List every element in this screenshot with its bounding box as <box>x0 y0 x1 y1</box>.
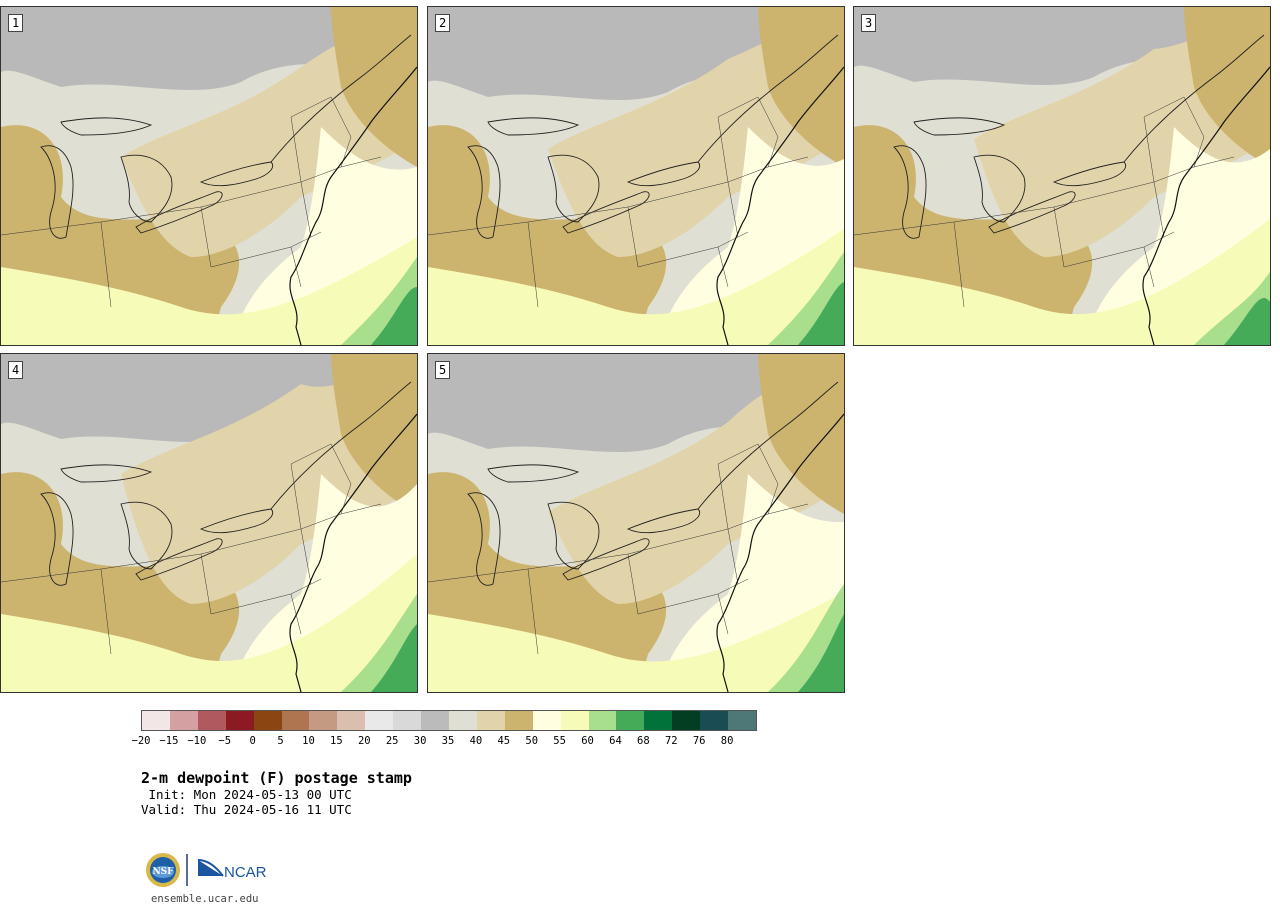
svg-text:NSF: NSF <box>152 867 174 877</box>
colorbar-swatch <box>476 711 505 730</box>
dewpoint-map <box>854 7 1270 345</box>
colorbar-swatch <box>393 711 422 730</box>
colorbar-swatch <box>169 711 198 730</box>
colorbar-tick-label: −15 <box>159 735 179 747</box>
colorbar-tick-label: 25 <box>385 735 399 747</box>
colorbar-tick-label: 80 <box>720 735 734 747</box>
colorbar-swatch <box>560 711 589 730</box>
dewpoint-map <box>428 354 844 692</box>
panel-number-label: 4 <box>8 361 24 379</box>
colorbar-swatch <box>700 711 729 730</box>
dewpoint-map <box>428 7 844 345</box>
chart-title: 2-m dewpoint (F) postage stamp <box>141 769 412 787</box>
colorbar-tick-label: 15 <box>330 735 343 747</box>
colorbar-swatch <box>253 711 282 730</box>
colorbar-tick-label: 50 <box>525 735 539 747</box>
colorbar-swatch <box>421 711 449 730</box>
colorbar-tick-label: 5 <box>277 735 284 747</box>
colorbar-tick-label: 30 <box>413 735 427 747</box>
colorbar-swatch <box>448 711 477 730</box>
colorbar-tick-label: 40 <box>469 735 483 747</box>
colorbar-tick-label: −20 <box>131 735 151 747</box>
colorbar-swatch <box>142 711 170 730</box>
colorbar-swatch <box>532 711 561 730</box>
init-time: Init: Mon 2024-05-13 00 UTC <box>141 787 352 802</box>
colorbar-swatch <box>309 711 338 730</box>
colorbar-tick-label: 76 <box>692 735 706 747</box>
colorbar-tick-label: 10 <box>302 735 315 747</box>
map-panel-1: 1 <box>0 6 418 346</box>
map-panel-3: 3 <box>853 6 1271 346</box>
colorbar-tick-label: −10 <box>187 735 207 747</box>
colorbar-tick-label: 64 <box>609 735 622 747</box>
nsf-seal-icon: NSF <box>146 853 180 887</box>
nsf-ncar-logo: NSF NCAR <box>146 853 267 887</box>
svg-text:NCAR: NCAR <box>224 864 267 881</box>
colorbar-tick-label: 60 <box>581 735 594 747</box>
colorbar-swatch <box>197 711 226 730</box>
colorbar-tick-label: 0 <box>249 735 256 747</box>
colorbar-tick-label: 68 <box>637 735 650 747</box>
dewpoint-map <box>1 354 417 692</box>
colorbar-swatch <box>644 711 673 730</box>
footer-url: ensemble.ucar.edu <box>151 893 259 905</box>
colorbar <box>141 710 757 731</box>
colorbar-tick-label: 55 <box>553 735 566 747</box>
colorbar-swatch <box>728 711 756 730</box>
colorbar-tick-label: 45 <box>497 735 511 747</box>
colorbar-swatch <box>337 711 366 730</box>
colorbar-swatch <box>588 711 617 730</box>
colorbar-tick-label: −5 <box>218 735 232 747</box>
dewpoint-map <box>1 7 417 345</box>
colorbar-tick-label: 72 <box>664 735 678 747</box>
valid-time: Valid: Thu 2024-05-16 11 UTC <box>141 802 352 817</box>
panel-number-label: 2 <box>435 14 451 32</box>
colorbar-swatch <box>616 711 645 730</box>
panel-number-label: 5 <box>435 361 451 379</box>
colorbar-swatch <box>672 711 701 730</box>
map-panel-5: 5 <box>427 353 845 693</box>
colorbar-swatch <box>365 711 394 730</box>
map-panel-2: 2 <box>427 6 845 346</box>
colorbar-tick-labels: −20 −15 −10 −5 0 5 10 15 20 25 30 35 40 45 50 55 60 64 68 7… <box>132 735 755 749</box>
colorbar-swatch <box>225 711 254 730</box>
panel-number-label: 1 <box>8 14 24 32</box>
panel-number-label: 3 <box>861 14 877 32</box>
colorbar-swatch <box>504 711 533 730</box>
map-panel-4: 4 <box>0 353 418 693</box>
colorbar-tick-label: 35 <box>441 735 455 747</box>
colorbar-tick-label: 20 <box>357 735 371 747</box>
ncar-logo-icon: NCAR <box>197 859 267 881</box>
colorbar-swatch <box>281 711 310 730</box>
